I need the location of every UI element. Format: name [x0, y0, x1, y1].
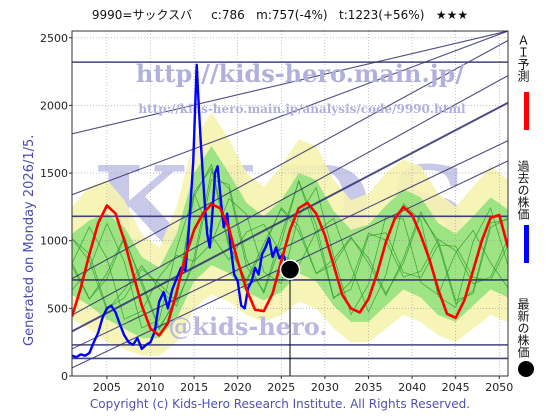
x-tick-label: 2020 [224, 381, 252, 394]
legend-past-price-swatch [524, 225, 529, 263]
band-inner [72, 146, 508, 339]
trend-line [72, 39, 508, 280]
y-tick-label: 1500 [40, 167, 68, 180]
plot-border [71, 30, 509, 377]
legend-ai-forecast-label: ＡＩ予測 [516, 34, 530, 82]
plot-area: KIDShttp://kids-hero.main.jp/http://kids… [72, 31, 508, 376]
header-title: 9990=サックスバ [91, 8, 193, 22]
x-tick-label: 2030 [311, 381, 339, 394]
trend-line [72, 31, 508, 196]
header-median: m:757(-4%) [256, 8, 328, 22]
x-tick-label: 2010 [136, 381, 164, 394]
band-model-line [72, 186, 508, 320]
y-tick-label: 0 [61, 370, 68, 383]
band-model-line [72, 179, 508, 309]
series-ai-forecast [72, 201, 508, 337]
generated-label: Generated on Monday 2026/1/5. [22, 134, 37, 346]
trend-line [72, 31, 508, 135]
y-tick-label: 2500 [40, 32, 68, 45]
y-tick-label: 2000 [40, 99, 68, 112]
legend-past-price-label: 過去の株価 [516, 160, 530, 220]
header-rating: ★★★ [435, 8, 469, 22]
latest-price-point [279, 259, 301, 280]
x-tick-label: 2045 [442, 381, 470, 394]
watermark-email: @kids-hero. [168, 312, 327, 341]
header-target: t:1223(+56%) [339, 8, 425, 22]
series-past-price [72, 63, 292, 359]
legend-ai-forecast-swatch [524, 92, 529, 130]
trend-line [72, 75, 508, 316]
watermark-url: http://kids-hero.main.jp/ [136, 59, 464, 88]
y-tick-label: 500 [47, 302, 68, 315]
x-tick-label: 2015 [180, 381, 208, 394]
copyright-text: Copyright (c) Kids-Hero Research Institu… [89, 397, 471, 411]
legend-latest-price-label: 最新の株価 [516, 298, 530, 358]
watermark-url-path: http://kids-hero.main.jp/analysis/code/9… [138, 102, 466, 116]
x-tick-label: 2035 [354, 381, 382, 394]
x-tick-label: 2050 [485, 381, 513, 394]
legend-latest-price-marker [518, 361, 534, 377]
y-tick-label: 1000 [40, 235, 68, 248]
x-tick-label: 2040 [398, 381, 426, 394]
x-tick-label: 2005 [93, 381, 121, 394]
header-current: c:786 [211, 8, 245, 22]
chart-header: 9990=サックスバ c:786 m:757(-4%) t:1223(+56%)… [0, 6, 560, 23]
band-model-line [72, 170, 508, 312]
x-tick-label: 2025 [267, 381, 295, 394]
